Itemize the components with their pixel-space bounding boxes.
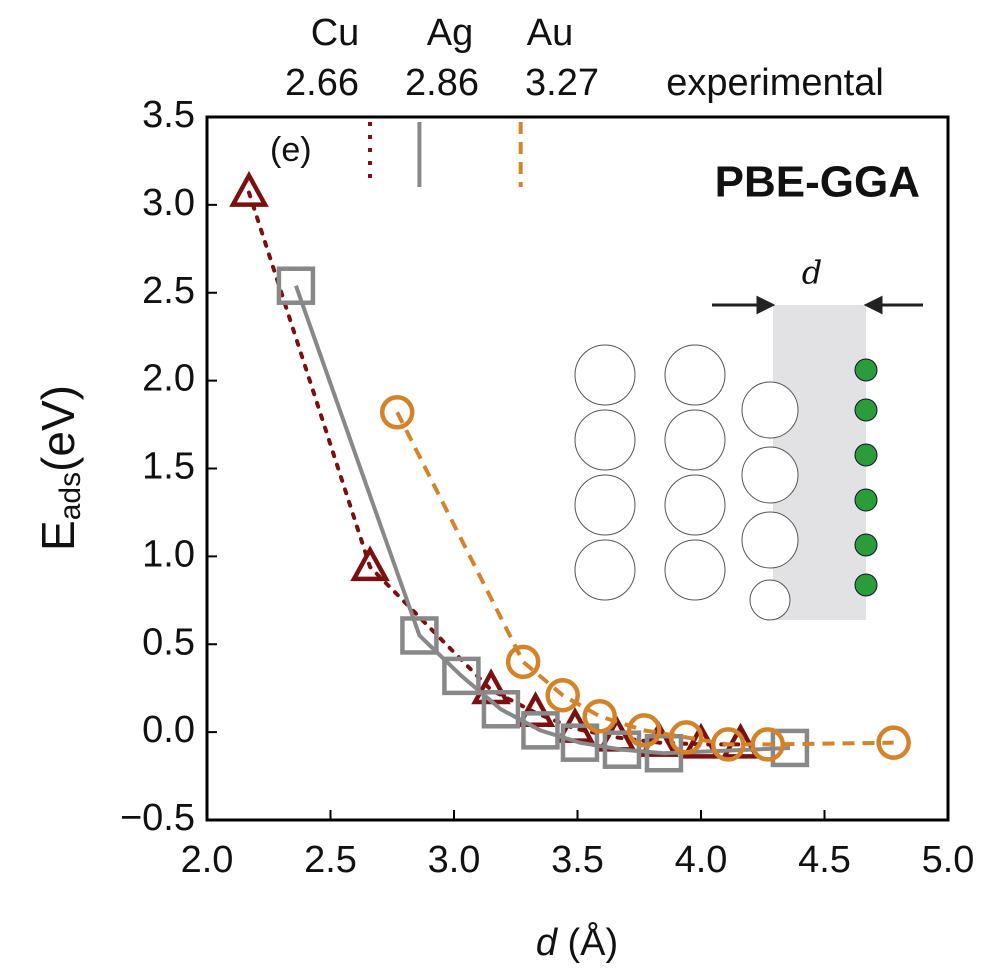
experimental-label: experimental [666, 62, 884, 104]
y-tick-label: 0.5 [142, 621, 195, 663]
marker [508, 647, 538, 677]
marker [233, 176, 265, 205]
chart: d (e) PBE-GGA experimental d (Å) Eads(eV… [0, 0, 987, 973]
experimental-name: Cu [311, 12, 360, 54]
x-label-var: d [536, 922, 559, 964]
inset-label: d [802, 254, 822, 292]
annotation: (e) [270, 131, 312, 169]
experimental-value: 2.86 [405, 62, 479, 104]
x-tick-label: 3.5 [551, 839, 604, 881]
y-tick-label: 0.0 [142, 709, 195, 751]
y-tick-label: 3.5 [142, 94, 195, 136]
x-tick-label: 4.0 [675, 839, 728, 881]
method-label: PBE-GGA [715, 158, 920, 207]
y-axis-label: Eads(eV) [32, 385, 87, 551]
x-label-unit: (Å) [568, 920, 619, 964]
y-tick-label: 2.5 [142, 270, 195, 312]
experimental-value: 2.66 [285, 62, 359, 104]
y-tick-label: 1.5 [142, 446, 195, 488]
experimental-name: Ag [427, 12, 473, 54]
inset: d [575, 254, 923, 621]
y-label-unit: (eV) [32, 385, 84, 472]
y-tick-label: 3.0 [142, 182, 195, 224]
marker [585, 701, 615, 731]
experimental-name: Au [527, 12, 573, 54]
y-label-main: E [32, 520, 84, 551]
y-tick-label: 2.0 [142, 358, 195, 400]
y-tick-label: −0.5 [120, 797, 195, 839]
x-tick-label: 3.0 [428, 839, 481, 881]
x-axis-label: d (Å) [536, 920, 618, 964]
y-tick-label: 1.0 [142, 533, 195, 575]
x-tick-label: 4.5 [798, 839, 851, 881]
x-tick-label: 5.0 [922, 839, 975, 881]
experimental-value: 3.27 [525, 62, 599, 104]
x-tick-label: 2.0 [181, 839, 234, 881]
y-label-sub: ads [54, 472, 87, 520]
x-tick-label: 2.5 [304, 839, 357, 881]
